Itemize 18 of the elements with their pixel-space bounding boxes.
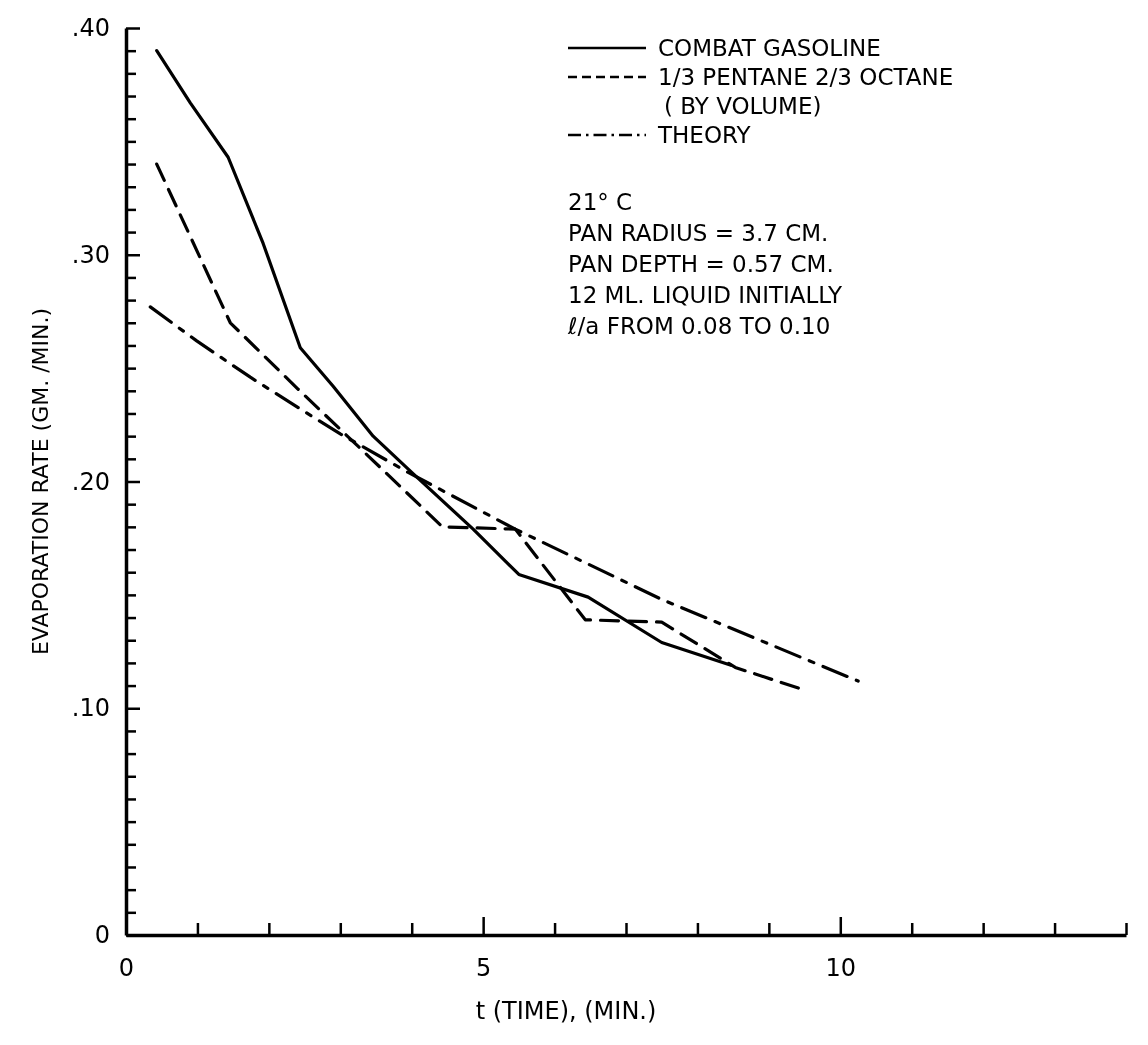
y-tick-label: 0 bbox=[94, 921, 110, 950]
y-tick-label: .40 bbox=[71, 14, 110, 43]
annotation: PAN RADIUS = 3.7 CM. bbox=[568, 220, 829, 246]
y-tick-label: .10 bbox=[71, 694, 110, 723]
annotation: 21° C bbox=[568, 189, 633, 215]
legend-label: 1/3 PENTANE 2/3 OCTANE ( BY VOLUME) bbox=[658, 64, 954, 119]
legend-label: COMBAT GASOLINE bbox=[658, 35, 881, 61]
y-tick-label: .30 bbox=[71, 240, 110, 269]
x-tick-label: 0 bbox=[118, 954, 135, 983]
y-tick-label: .20 bbox=[71, 467, 110, 496]
x-tick-label: 5 bbox=[476, 954, 492, 983]
x-axis-title: t (TIME), (MIN.) bbox=[475, 997, 657, 1025]
y-axis-title: EVAPORATION RATE (GM. /MIN.) bbox=[28, 307, 53, 656]
annotation: ℓ/a FROM 0.08 TO 0.10 bbox=[567, 313, 831, 339]
annotation: 12 ML. LIQUID INITIALLY bbox=[568, 282, 844, 308]
annotation: PAN DEPTH = 0.57 CM. bbox=[568, 251, 834, 277]
x-tick-label: 10 bbox=[825, 954, 857, 983]
legend-label: THEORY bbox=[657, 122, 752, 148]
